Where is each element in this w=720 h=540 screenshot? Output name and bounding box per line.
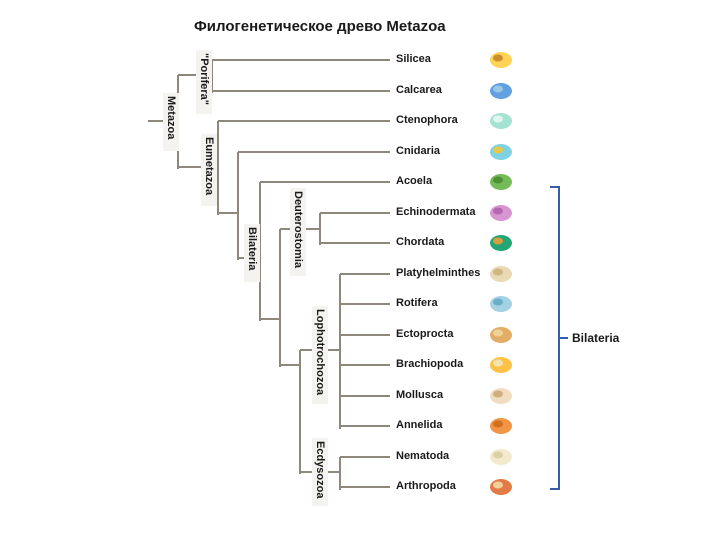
organism-icon bbox=[488, 383, 514, 409]
tree-edge bbox=[340, 273, 390, 275]
tree-edge bbox=[319, 213, 321, 246]
organism-icon bbox=[488, 169, 514, 195]
organism-icon bbox=[488, 139, 514, 165]
tree-edge bbox=[217, 121, 219, 215]
taxon-label: Annelida bbox=[396, 419, 442, 431]
taxon-label: Echinodermata bbox=[396, 206, 475, 218]
organism-icon bbox=[488, 322, 514, 348]
taxon-label: Nematoda bbox=[396, 450, 449, 462]
taxon-label: Mollusca bbox=[396, 389, 443, 401]
taxon-label: Ctenophora bbox=[396, 114, 458, 126]
taxon-label: Rotifera bbox=[396, 297, 438, 309]
bracket-tick bbox=[550, 488, 558, 490]
taxon-label: Ectoprocta bbox=[396, 328, 453, 340]
page-title: Филогенетическое древо Metazoa bbox=[194, 18, 446, 35]
clade-label: Eumetazoa bbox=[203, 137, 215, 195]
tree-edge bbox=[340, 486, 390, 488]
tree-edge bbox=[238, 151, 390, 153]
tree-edge bbox=[320, 212, 390, 214]
organism-icon bbox=[488, 230, 514, 256]
tree-edge bbox=[340, 456, 390, 458]
organism-icon bbox=[488, 352, 514, 378]
clade-label: "Porifera" bbox=[198, 53, 210, 105]
organism-icon bbox=[488, 444, 514, 470]
organism-icon bbox=[488, 108, 514, 134]
organism-icon bbox=[488, 78, 514, 104]
tree-edge bbox=[340, 425, 390, 427]
clade-label: Ecdysozoa bbox=[314, 441, 326, 498]
tree-edge bbox=[339, 274, 341, 429]
tree-edge bbox=[299, 350, 301, 474]
taxon-label: Arthropoda bbox=[396, 480, 456, 492]
tree-edge bbox=[237, 152, 239, 261]
organism-icon bbox=[488, 291, 514, 317]
bracket-tick bbox=[558, 337, 568, 339]
tree-edge bbox=[279, 229, 281, 367]
taxon-label: Silicea bbox=[396, 53, 431, 65]
clade-label: Lophotrochozoa bbox=[314, 309, 326, 395]
tree-edge bbox=[212, 59, 390, 61]
taxon-label: Cnidaria bbox=[396, 145, 440, 157]
tree-edge bbox=[339, 457, 341, 490]
clade-label: Metazoa bbox=[165, 96, 177, 139]
clade-label: Deuterostomia bbox=[292, 191, 304, 268]
taxon-label: Platyhelminthes bbox=[396, 267, 480, 279]
tree-edge bbox=[340, 364, 390, 366]
tree-edge bbox=[218, 212, 238, 214]
taxon-label: Acoela bbox=[396, 175, 432, 187]
tree-edge bbox=[280, 364, 300, 366]
tree-edge bbox=[340, 395, 390, 397]
organism-icon bbox=[488, 474, 514, 500]
organism-icon bbox=[488, 261, 514, 287]
bracket-tick bbox=[550, 186, 558, 188]
taxon-label: Calcarea bbox=[396, 84, 442, 96]
tree-edge bbox=[212, 90, 390, 92]
tree-edge bbox=[218, 120, 390, 122]
tree-edge bbox=[340, 303, 390, 305]
tree-edge bbox=[260, 318, 280, 320]
bracket-label: Bilateria bbox=[572, 331, 619, 345]
organism-icon bbox=[488, 413, 514, 439]
clade-label: Bilateria bbox=[246, 227, 258, 270]
organism-icon bbox=[488, 200, 514, 226]
tree-edge bbox=[320, 242, 390, 244]
taxon-label: Brachiopoda bbox=[396, 358, 463, 370]
tree-edge bbox=[260, 181, 390, 183]
tree-edge bbox=[340, 334, 390, 336]
taxon-label: Chordata bbox=[396, 236, 444, 248]
organism-icon bbox=[488, 47, 514, 73]
